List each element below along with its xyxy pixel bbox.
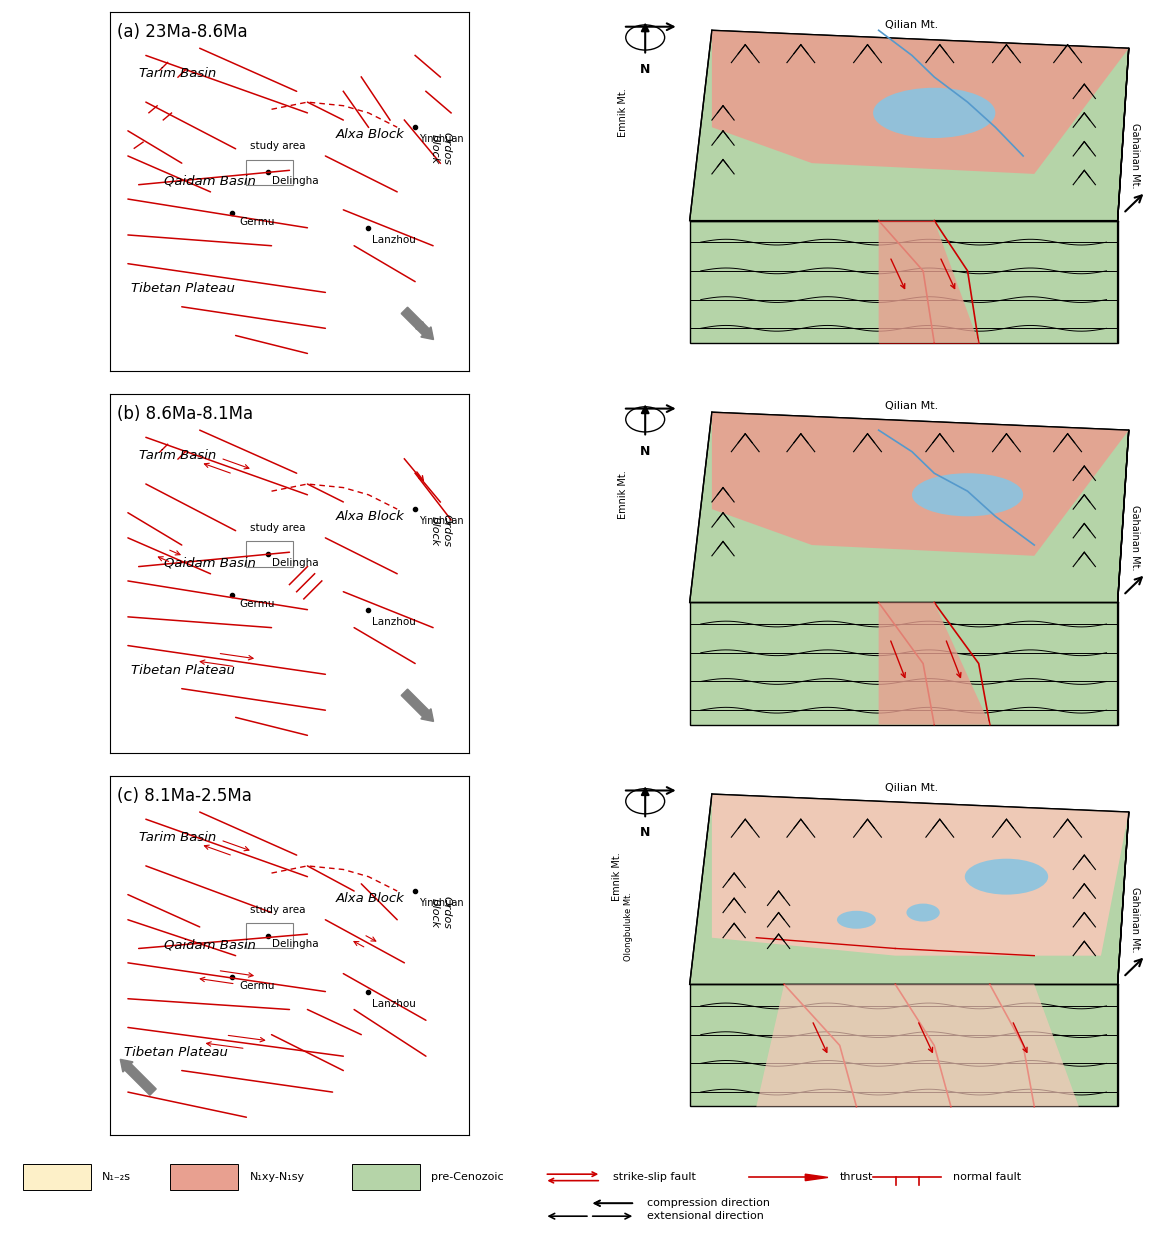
- Polygon shape: [1118, 430, 1129, 725]
- Polygon shape: [878, 221, 979, 342]
- Polygon shape: [690, 984, 1118, 1107]
- Text: Ordos
Block: Ordos Block: [429, 132, 451, 165]
- Bar: [23, 1165, 91, 1191]
- Text: Ordos
Block: Ordos Block: [429, 897, 451, 929]
- FancyArrow shape: [120, 1060, 156, 1095]
- Text: Alxa Block: Alxa Block: [337, 510, 405, 522]
- Polygon shape: [712, 31, 1129, 174]
- Polygon shape: [712, 794, 1129, 956]
- FancyArrow shape: [401, 308, 434, 340]
- Text: N: N: [640, 445, 650, 457]
- Text: normal fault: normal fault: [952, 1172, 1020, 1182]
- Ellipse shape: [912, 473, 1023, 516]
- Text: Tarim Basin: Tarim Basin: [139, 448, 216, 462]
- FancyArrow shape: [401, 689, 434, 721]
- Text: study area: study area: [250, 904, 305, 915]
- Text: Emnik Mt.: Emnik Mt.: [618, 89, 628, 137]
- Text: Lanzhou: Lanzhou: [373, 999, 415, 1009]
- Text: Qilian Mt.: Qilian Mt.: [885, 783, 938, 793]
- Text: Lanzhou: Lanzhou: [373, 235, 415, 245]
- Text: study area: study area: [250, 141, 305, 151]
- Bar: [170, 1165, 238, 1191]
- Text: Qilian Mt.: Qilian Mt.: [885, 20, 938, 30]
- Text: strike-slip fault: strike-slip fault: [612, 1172, 695, 1182]
- Ellipse shape: [837, 910, 876, 929]
- Bar: [246, 541, 293, 567]
- Text: extensional direction: extensional direction: [647, 1212, 764, 1221]
- Text: Emnik Mt.: Emnik Mt.: [618, 471, 628, 519]
- Text: Qaidam Basin: Qaidam Basin: [164, 174, 256, 188]
- Text: Gahainan Mt.: Gahainan Mt.: [1130, 505, 1140, 571]
- Text: Yinchuan: Yinchuan: [419, 516, 463, 526]
- Text: Ordos
Block: Ordos Block: [429, 514, 451, 547]
- Polygon shape: [690, 221, 1118, 342]
- Text: Emnik Mt.: Emnik Mt.: [612, 852, 622, 902]
- Polygon shape: [757, 984, 1078, 1107]
- Text: N₁xy-N₁sy: N₁xy-N₁sy: [250, 1172, 304, 1182]
- Text: Germu: Germu: [239, 599, 274, 609]
- Text: Qaidam Basin: Qaidam Basin: [164, 557, 256, 569]
- Polygon shape: [690, 603, 1118, 725]
- Ellipse shape: [906, 904, 939, 921]
- Text: Germu: Germu: [239, 217, 274, 227]
- Text: Germu: Germu: [239, 981, 274, 990]
- Text: Delingha: Delingha: [272, 175, 318, 185]
- Text: Qaidam Basin: Qaidam Basin: [164, 939, 256, 951]
- Text: Tarim Basin: Tarim Basin: [139, 67, 216, 80]
- Text: N: N: [640, 826, 650, 840]
- Text: N₁₋₂s: N₁₋₂s: [102, 1172, 131, 1182]
- Text: Alxa Block: Alxa Block: [337, 128, 405, 141]
- Text: Lanzhou: Lanzhou: [373, 616, 415, 627]
- Ellipse shape: [965, 858, 1048, 894]
- Text: Delingha: Delingha: [272, 558, 318, 568]
- Bar: [246, 159, 293, 185]
- Bar: [246, 924, 293, 948]
- Text: Tibetan Plateau: Tibetan Plateau: [132, 283, 235, 295]
- Text: Yinchuan: Yinchuan: [419, 135, 463, 144]
- Text: Alxa Block: Alxa Block: [337, 892, 405, 905]
- Text: (a) 23Ma-8.6Ma: (a) 23Ma-8.6Ma: [117, 23, 248, 41]
- Text: Tibetan Plateau: Tibetan Plateau: [124, 1046, 228, 1060]
- Text: N: N: [640, 63, 650, 75]
- Text: Tibetan Plateau: Tibetan Plateau: [132, 664, 235, 677]
- Text: Delingha: Delingha: [272, 940, 318, 950]
- Polygon shape: [1118, 813, 1129, 1107]
- Text: Gahainan Mt.: Gahainan Mt.: [1130, 124, 1140, 189]
- Text: study area: study area: [250, 522, 305, 532]
- Text: Tarim Basin: Tarim Basin: [139, 831, 216, 844]
- Polygon shape: [690, 794, 1129, 984]
- Polygon shape: [690, 412, 1129, 603]
- Polygon shape: [805, 1174, 828, 1181]
- Text: Gahainan Mt.: Gahainan Mt.: [1130, 887, 1140, 952]
- Text: Olongbuluke Mt.: Olongbuluke Mt.: [624, 893, 633, 961]
- Text: Yinchuan: Yinchuan: [419, 898, 463, 908]
- Ellipse shape: [874, 88, 995, 138]
- Text: Qilian Mt.: Qilian Mt.: [885, 401, 938, 411]
- Text: thrust: thrust: [839, 1172, 872, 1182]
- Polygon shape: [690, 31, 1129, 221]
- Polygon shape: [712, 412, 1129, 556]
- Polygon shape: [878, 603, 989, 725]
- Text: pre-Cenozoic: pre-Cenozoic: [432, 1172, 503, 1182]
- Bar: [352, 1165, 420, 1191]
- Text: (b) 8.6Ma-8.1Ma: (b) 8.6Ma-8.1Ma: [117, 405, 253, 424]
- Text: (c) 8.1Ma-2.5Ma: (c) 8.1Ma-2.5Ma: [117, 787, 252, 805]
- Text: compression direction: compression direction: [647, 1198, 769, 1208]
- Polygon shape: [1118, 48, 1129, 342]
